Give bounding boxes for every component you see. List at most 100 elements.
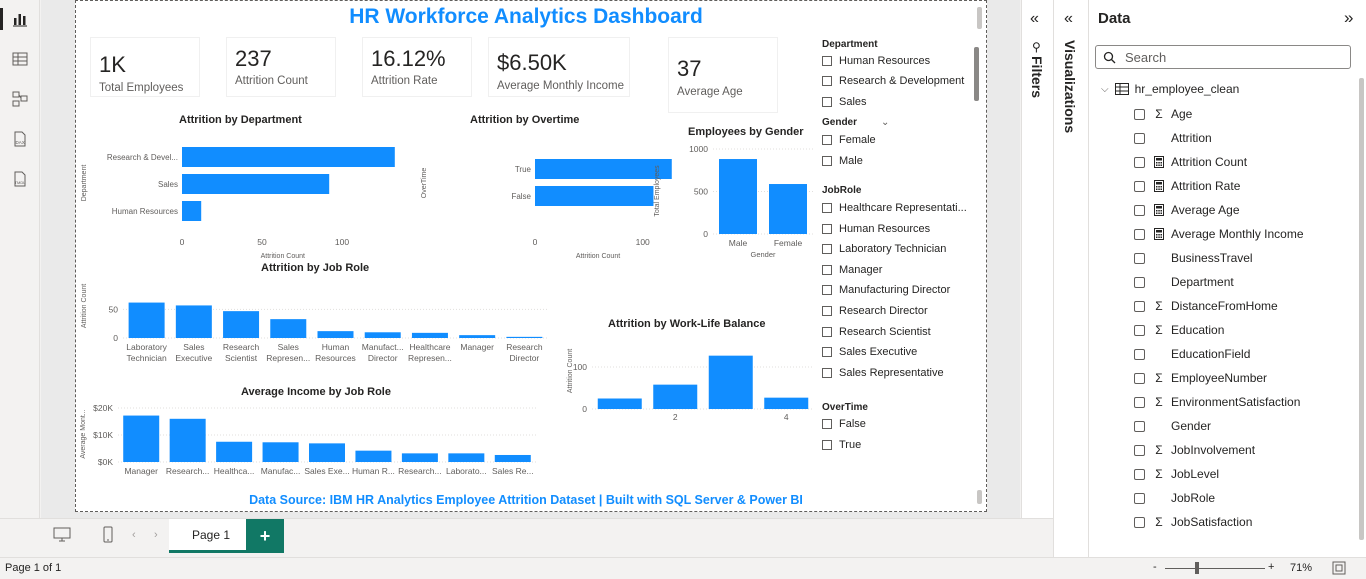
bar[interactable] [769,184,807,234]
field-item[interactable]: Attrition Count [1134,153,1247,171]
slicer-jobrole-item[interactable]: Manager [822,264,970,276]
field-checkbox[interactable] [1134,180,1145,192]
field-checkbox[interactable] [1134,468,1145,480]
slicer-department-item[interactable]: Human Resources [822,55,970,67]
slicer-jobrole-item[interactable]: Laboratory Technician [822,243,970,255]
checkbox[interactable] [822,264,832,275]
collapse-filters-icon[interactable]: « [1030,10,1039,27]
chevron-down-icon[interactable]: ⌵ [1101,83,1109,95]
bar[interactable] [506,336,543,338]
filters-pane[interactable]: « ⚲ Filters [1021,0,1053,518]
page-scrollbar-bottom[interactable] [977,490,982,504]
data-pane-scrollbar[interactable] [1359,78,1364,540]
bar[interactable] [708,355,753,409]
field-item[interactable]: Average Age [1134,201,1240,219]
visualizations-pane-title[interactable]: Visualizations [1062,40,1078,134]
field-item[interactable]: Σ JobSatisfaction [1134,513,1252,531]
field-checkbox[interactable] [1134,276,1145,288]
field-checkbox[interactable] [1134,252,1145,264]
checkbox[interactable] [822,347,832,358]
slicer-overtime-item[interactable]: True [822,439,970,451]
slicer-department-item[interactable]: Sales [822,96,970,108]
bar[interactable] [364,332,401,338]
field-checkbox[interactable] [1134,132,1145,144]
slicer-jobrole-item[interactable]: Manufacturing Director [822,284,970,296]
page-tab-page-1[interactable]: Page 1 [169,519,253,553]
bar[interactable] [216,441,253,462]
field-checkbox[interactable] [1134,372,1145,384]
slicer-jobrole-item[interactable]: Sales Executive [822,346,970,358]
bar[interactable] [411,332,448,338]
field-checkbox[interactable] [1134,492,1145,504]
bar[interactable] [128,302,165,338]
slicer-jobrole-item[interactable]: Research Director [822,305,970,317]
field-checkbox[interactable] [1134,204,1145,216]
page-scrollbar-top[interactable] [977,7,982,29]
bar[interactable] [270,319,307,338]
bar[interactable] [123,415,160,462]
checkbox[interactable] [822,56,832,66]
checkbox[interactable] [822,367,832,378]
bar[interactable] [535,159,672,179]
kpi-total-employees[interactable]: 1K Total Employees [90,37,200,97]
slicer-jobrole-item[interactable]: Research Scientist [822,326,970,338]
mobile-layout-icon[interactable] [98,525,118,550]
model-view-icon[interactable] [10,89,30,109]
slicer-gender-item[interactable]: Female [822,134,970,146]
slicer-scrollbar[interactable] [974,47,979,101]
field-item[interactable]: JobRole [1134,489,1215,507]
chart-employees-by-gender[interactable]: 0 500 1000 Male Female Gender Total Employees [631,141,821,261]
bar[interactable] [448,453,485,462]
zoom-out-button[interactable]: - [1153,561,1157,573]
bar[interactable] [401,453,438,462]
bar[interactable] [764,397,809,409]
bar[interactable] [317,331,354,338]
kpi-average-age[interactable]: 37 Average Age [668,37,778,113]
kpi-attrition-count[interactable]: 237 Attrition Count [226,37,336,97]
collapse-visualizations-icon[interactable]: « [1064,10,1073,27]
field-item[interactable]: Σ JobInvolvement [1134,441,1255,459]
field-checkbox[interactable] [1134,108,1145,120]
field-item[interactable]: Department [1134,273,1234,291]
checkbox[interactable] [822,440,832,450]
dax-query-icon[interactable]: DAX [10,129,30,149]
field-item[interactable]: Σ Age [1134,105,1192,123]
zoom-slider-thumb[interactable] [1195,562,1199,574]
checkbox[interactable] [822,285,832,296]
field-checkbox[interactable] [1134,396,1145,408]
field-item[interactable]: Gender [1134,417,1211,435]
zoom-slider[interactable] [1165,568,1265,569]
slicer-jobrole-item[interactable]: Sales Representative [822,367,970,379]
field-item[interactable]: Attrition [1134,129,1212,147]
slicer-jobrole-item[interactable]: Human Resources [822,223,970,235]
field-checkbox[interactable] [1134,324,1145,336]
bar[interactable] [719,159,757,234]
bar[interactable] [494,454,531,462]
checkbox[interactable] [822,97,832,107]
bar[interactable] [355,450,392,462]
checkbox[interactable] [822,326,832,337]
fit-to-page-icon[interactable] [1332,561,1346,575]
expand-pane-icon[interactable]: » [1344,8,1354,27]
bar[interactable] [223,311,260,338]
checkbox[interactable] [822,156,832,166]
field-item[interactable]: Σ Education [1134,321,1224,339]
bar[interactable] [182,147,395,167]
checkbox[interactable] [822,203,832,213]
kpi-avg-monthly-income[interactable]: $6.50K Average Monthly Income [488,37,630,97]
filters-pane-title[interactable]: Filters [1029,56,1045,99]
field-checkbox[interactable] [1134,348,1145,360]
slicer-department-item[interactable]: Research & Development [822,75,970,87]
field-checkbox[interactable] [1134,156,1145,168]
chart-attrition-by-department[interactable]: Research & Devel... Sales Human Resources 0… [76,131,396,261]
checkbox[interactable] [822,76,832,86]
checkbox[interactable] [822,419,832,429]
field-checkbox[interactable] [1134,516,1145,528]
field-item[interactable]: Σ DistanceFromHome [1134,297,1278,315]
bar[interactable] [653,384,698,409]
field-item[interactable]: Σ EnvironmentSatisfaction [1134,393,1300,411]
tmdl-view-icon[interactable]: TMDL [10,169,30,189]
field-checkbox[interactable] [1134,444,1145,456]
search-input[interactable]: Search [1095,45,1351,69]
checkbox[interactable] [822,306,832,316]
